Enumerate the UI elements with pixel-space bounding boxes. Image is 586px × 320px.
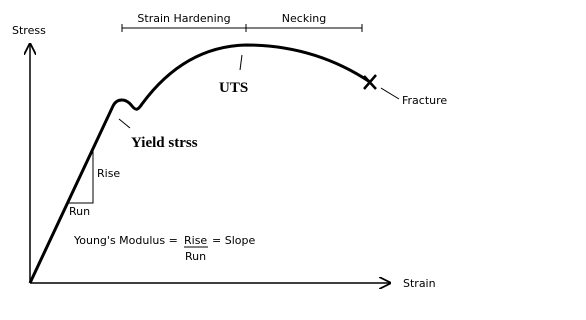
region-label: Necking: [282, 12, 326, 25]
fracture-pointer: [380, 87, 400, 100]
fracture-label: Fracture: [402, 94, 447, 107]
yield-label: Yield strss: [131, 135, 198, 151]
formula-numerator: Rise: [184, 234, 207, 247]
yield-pointer: [118, 118, 131, 129]
x-axis-label: Strain: [403, 277, 436, 290]
stress-strain-curve: [28, 43, 371, 284]
formula-rhs: = Slope: [212, 234, 255, 247]
formula-lhs: Young's Modulus =: [73, 234, 178, 247]
fracture-mark: [363, 74, 377, 90]
uts-pointer: [239, 54, 243, 71]
run-label: Run: [69, 205, 90, 218]
rise-label: Rise: [97, 167, 120, 180]
slope-triangle: [68, 150, 94, 204]
formula-denominator: Run: [185, 250, 206, 263]
region-label: Strain Hardening: [137, 12, 230, 25]
y-axis-label: Stress: [12, 24, 46, 37]
uts-label: UTS: [219, 80, 248, 96]
